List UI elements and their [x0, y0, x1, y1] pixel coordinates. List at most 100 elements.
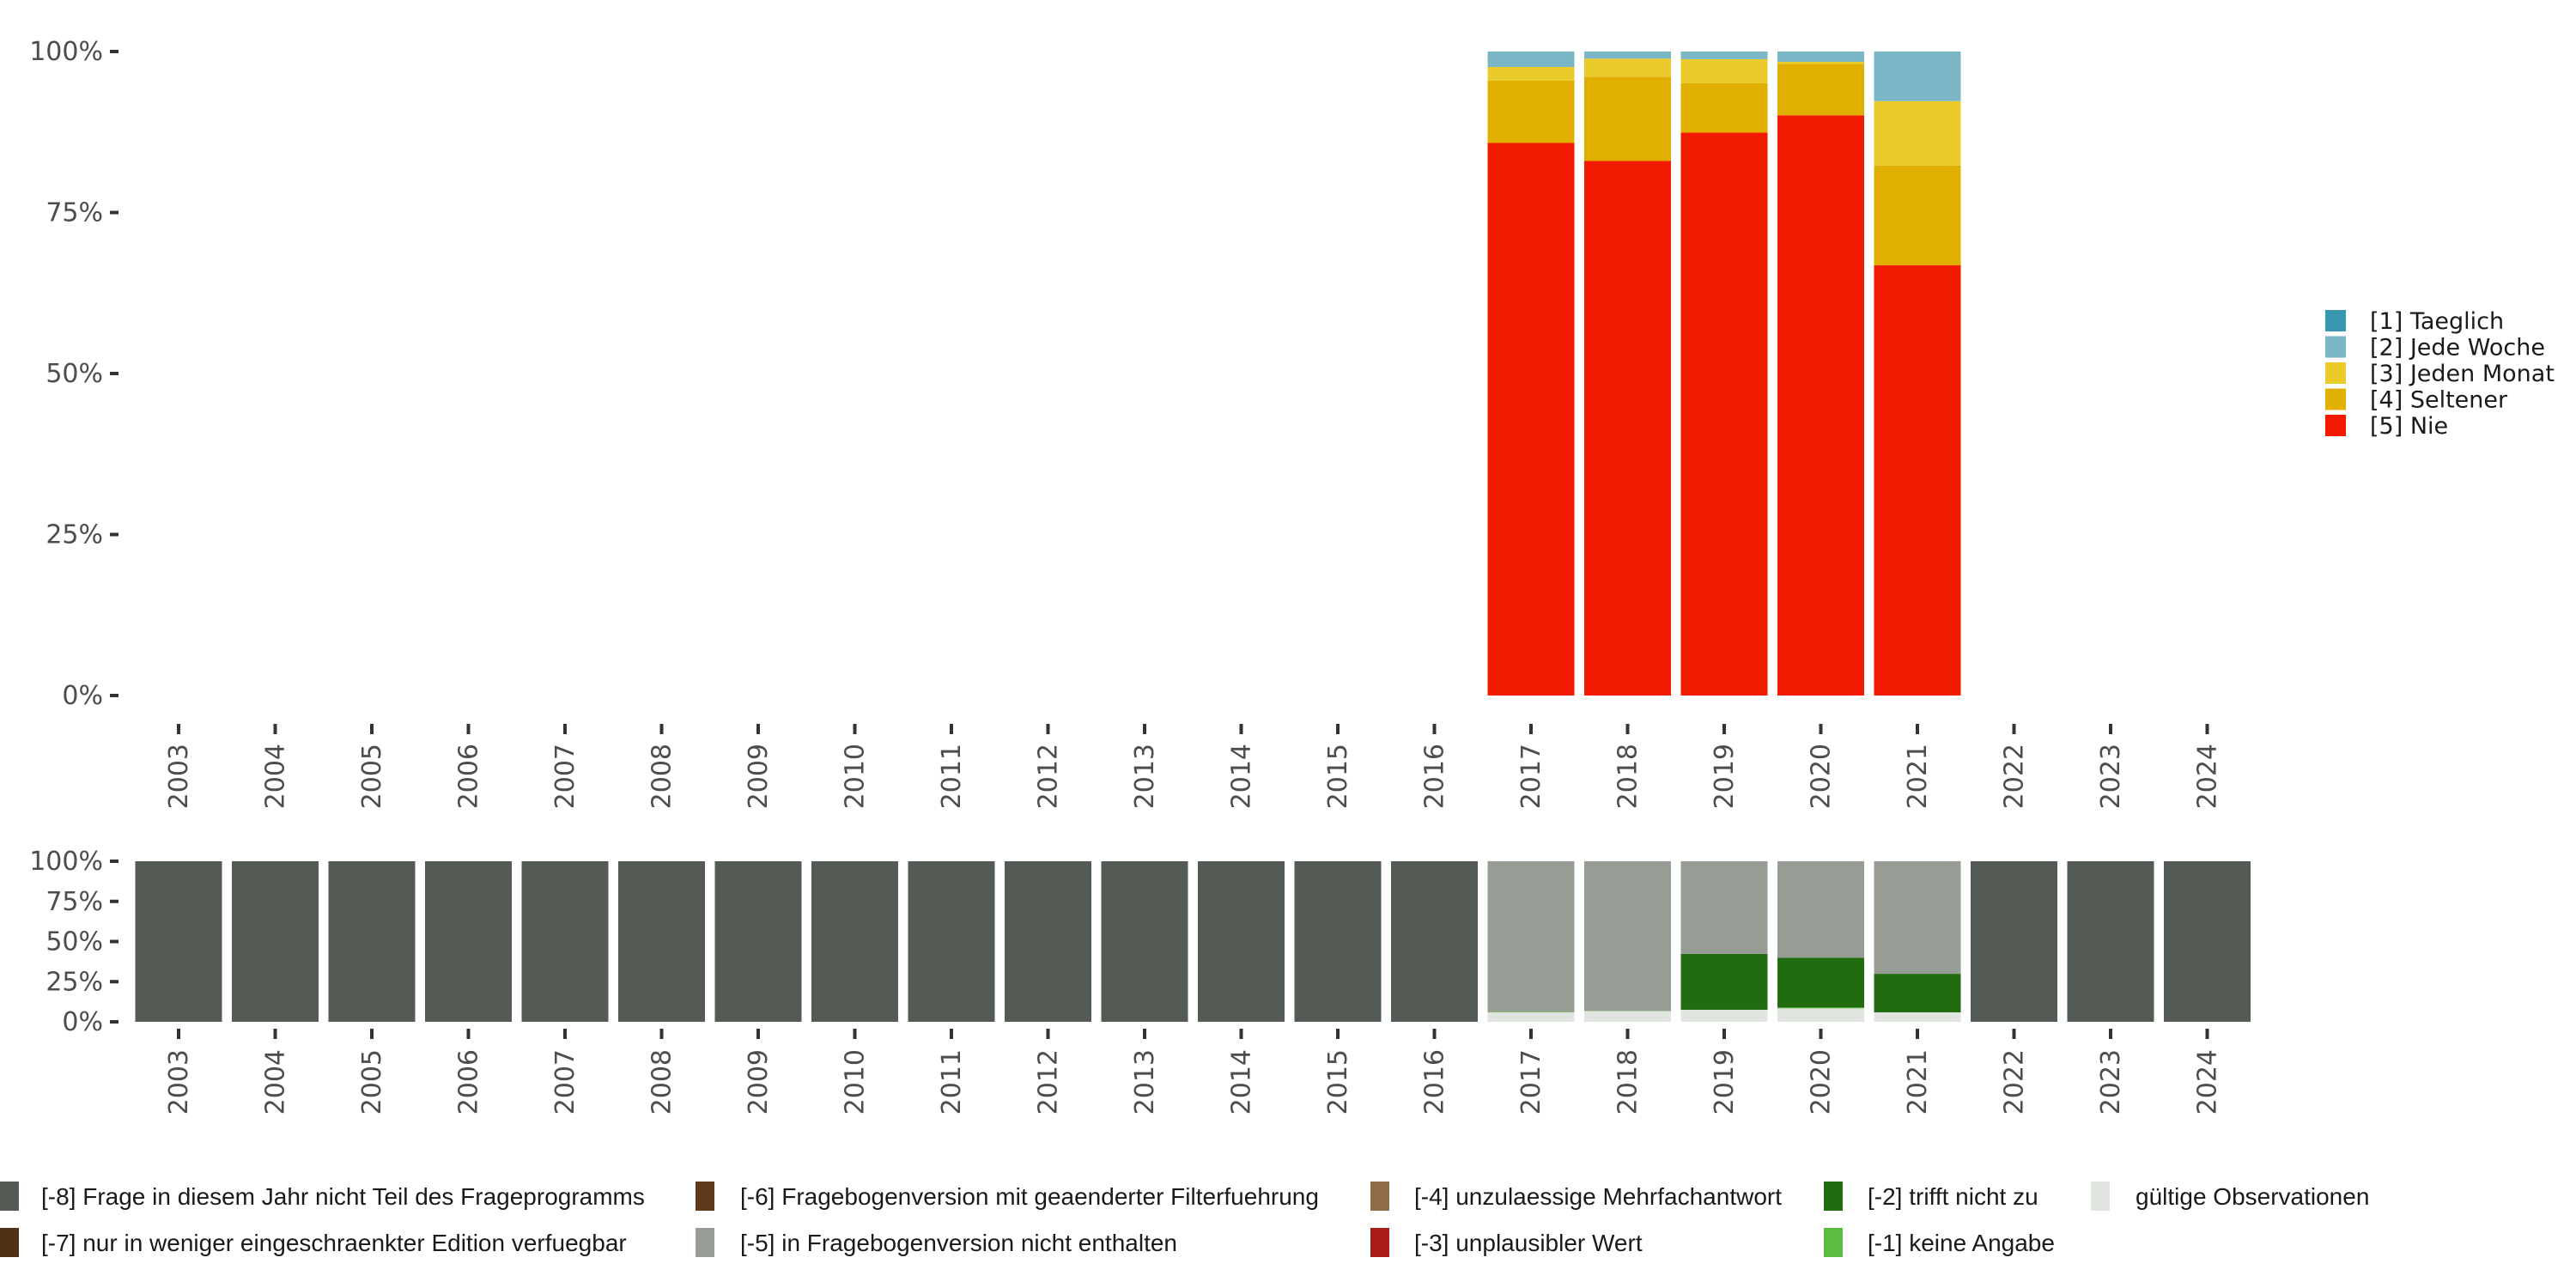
- x-tick-label: 2008: [647, 744, 677, 809]
- x-tick-label: 2021: [1903, 744, 1933, 809]
- legend-swatch: [2325, 415, 2346, 436]
- legend-label: [5] Nie: [2370, 413, 2448, 440]
- x-tick-label: 2004: [261, 1049, 291, 1115]
- bar-segment: [1874, 265, 1961, 696]
- y-tick-label: 75%: [46, 887, 103, 917]
- bar-segment: [232, 861, 319, 1022]
- legend-label: [-1] keine Angabe: [1868, 1230, 2055, 1256]
- legend-label: [3] Jeden Monat: [2370, 361, 2555, 387]
- x-tick-label: 2023: [2096, 1049, 2126, 1115]
- x-tick-label: 2005: [357, 744, 387, 809]
- x-tick-label: 2024: [2193, 744, 2223, 809]
- x-tick-label: 2012: [1034, 744, 1064, 809]
- x-tick-label: 2007: [550, 1049, 580, 1115]
- bar-segment: [1680, 52, 1768, 59]
- bar-segment: [1487, 861, 1575, 1012]
- y-tick-label: 50%: [46, 359, 103, 389]
- x-tick-label: 2013: [1130, 744, 1160, 809]
- x-tick-label: 2003: [164, 744, 194, 809]
- bar-segment: [1680, 59, 1768, 83]
- x-tick-label: 2018: [1613, 744, 1643, 809]
- y-tick-label: 100%: [29, 847, 103, 877]
- y-tick-label: 0%: [62, 681, 103, 711]
- bar-segment: [1777, 1008, 1864, 1022]
- x-tick-label: 2003: [164, 1049, 194, 1115]
- bar-segment: [1971, 861, 2057, 1022]
- bar-segment: [1487, 80, 1575, 143]
- bar-segment: [1874, 974, 1961, 1012]
- x-tick-label: 2010: [841, 744, 871, 809]
- x-tick-label: 2017: [1516, 1049, 1546, 1115]
- legend-swatch: [696, 1228, 714, 1257]
- bar-segment: [1005, 861, 1091, 1022]
- bar-segment: [1584, 52, 1671, 59]
- x-tick-label: 2014: [1227, 744, 1257, 809]
- x-tick-label: 2015: [1323, 1049, 1353, 1115]
- x-tick-label: 2016: [1420, 1049, 1450, 1115]
- bar-segment: [1777, 62, 1864, 64]
- legend-swatch: [2091, 1182, 2110, 1211]
- bar-segment: [1680, 1009, 1768, 1022]
- bar-segment: [521, 861, 609, 1022]
- legend-label: [-3] unplausibler Wert: [1414, 1230, 1643, 1256]
- bar-segment: [1777, 64, 1864, 116]
- legend-swatch: [1370, 1182, 1389, 1211]
- bar-segment: [1680, 861, 1768, 954]
- legend-label: [1] Taeglich: [2370, 308, 2504, 335]
- bar-segment: [1294, 861, 1382, 1022]
- bar-segment: [2067, 861, 2154, 1022]
- bar-segment: [1391, 861, 1478, 1022]
- bar-segment: [1584, 161, 1671, 696]
- legend-swatch: [696, 1182, 714, 1211]
- bar-segment: [1680, 953, 1768, 1010]
- x-tick-label: 2009: [744, 744, 774, 809]
- x-tick-label: 2007: [550, 744, 580, 809]
- y-tick-label: 0%: [62, 1007, 103, 1037]
- legend-swatch: [2325, 362, 2346, 384]
- bar-segment: [2164, 861, 2251, 1022]
- x-tick-label: 2023: [2096, 744, 2126, 809]
- legend-right: [1] Taeglich[2] Jede Woche[3] Jeden Mona…: [2325, 308, 2555, 440]
- x-tick-label: 2018: [1613, 1049, 1643, 1115]
- bar-segment: [1874, 1012, 1961, 1022]
- x-tick-label: 2019: [1710, 1049, 1740, 1115]
- x-tick-label: 2011: [937, 1049, 967, 1115]
- y-tick-label: 25%: [46, 967, 103, 997]
- x-tick-label: 2008: [647, 1049, 677, 1115]
- legend-label: [-6] Fragebogenversion mit geaenderter F…: [740, 1183, 1319, 1210]
- bar-segment: [1584, 76, 1671, 161]
- bar-segment: [135, 861, 222, 1022]
- bar-segment: [1680, 132, 1768, 696]
- x-tick-label: 2016: [1420, 744, 1450, 809]
- bar-segment: [328, 861, 416, 1022]
- bar-segment: [618, 861, 705, 1022]
- legend-swatch: [0, 1182, 19, 1211]
- legend-swatch: [2325, 336, 2346, 358]
- bar-segment: [1584, 861, 1671, 1012]
- x-tick-label: 2015: [1323, 744, 1353, 809]
- legend-swatch: [1370, 1228, 1389, 1257]
- bar-segment: [1777, 957, 1864, 1008]
- x-tick-label: 2022: [2000, 744, 2030, 809]
- x-tick-label: 2006: [454, 744, 484, 809]
- bar-segment: [1584, 1011, 1671, 1022]
- main-chart: 0% 25% 50% 75% 100% 2003 2004 2005 2006 2007 2008 2…: [29, 37, 2222, 809]
- y-tick-label: 50%: [46, 927, 103, 957]
- x-tick-label: 2022: [2000, 1049, 2030, 1115]
- bar-segment: [1198, 861, 1285, 1022]
- legend-swatch: [1824, 1182, 1843, 1211]
- bar-segment: [1777, 1007, 1864, 1009]
- x-tick-label: 2013: [1130, 1049, 1160, 1115]
- bar-segment: [714, 861, 802, 1022]
- legend-bottom: [-8] Frage in diesem Jahr nicht Teil des…: [0, 1182, 2369, 1257]
- bar-segment: [1487, 67, 1575, 81]
- y-tick-label: 75%: [46, 198, 103, 228]
- y-tick-label: 100%: [29, 37, 103, 67]
- legend-label: [-2] trifft nicht zu: [1868, 1183, 2038, 1210]
- x-tick-label: 2024: [2193, 1049, 2223, 1115]
- legend-swatch: [0, 1228, 19, 1257]
- x-tick-label: 2020: [1807, 744, 1837, 809]
- bar-segment: [1874, 165, 1961, 265]
- legend-label: gültige Observationen: [2136, 1183, 2369, 1210]
